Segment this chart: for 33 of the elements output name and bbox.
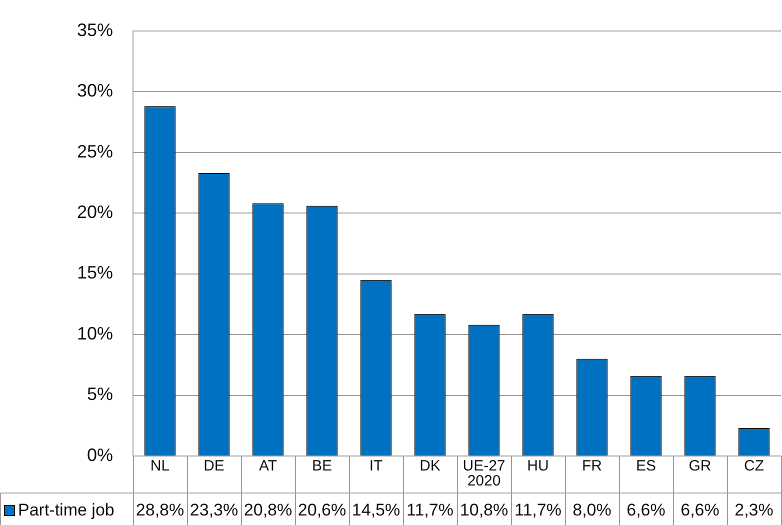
data-label: 10,8%: [460, 500, 508, 520]
x-tick-label: CZ: [744, 458, 764, 475]
x-tick-label: NL: [150, 458, 170, 475]
data-label: 20,6%: [298, 500, 346, 520]
data-label: 23,3%: [190, 500, 238, 520]
x-tick-label: UE-27 2020: [462, 458, 506, 490]
legend-label: Part-time job: [18, 500, 114, 520]
x-tick-label: DK: [420, 458, 440, 475]
data-label: 28,8%: [136, 500, 184, 520]
y-tick-label: 35%: [76, 20, 113, 40]
data-label: 11,7%: [406, 500, 454, 520]
y-tick-label: 25%: [76, 141, 113, 162]
y-tick-label: 30%: [76, 80, 113, 101]
data-label: 14,5%: [352, 500, 400, 520]
x-tick-label: IT: [369, 458, 383, 475]
x-tick-label: AT: [258, 458, 278, 475]
data-label: 6,6%: [626, 500, 666, 520]
x-tick-label: DE: [204, 458, 224, 475]
data-label: 6,6%: [680, 500, 720, 520]
x-tick-label: BE: [312, 458, 332, 475]
y-tick-label: 20%: [76, 202, 113, 222]
y-tick-label: 10%: [76, 323, 113, 344]
x-tick-label: GR: [688, 458, 712, 475]
x-tick-label: FR: [582, 458, 602, 475]
x-tick-label: ES: [636, 458, 656, 475]
data-label: 11,7%: [514, 500, 562, 520]
data-label: 20,8%: [244, 500, 292, 520]
y-tick-label: 15%: [76, 262, 113, 283]
data-label: 2,3%: [734, 500, 774, 520]
data-label: 8,0%: [572, 500, 612, 520]
y-tick-label: 0%: [86, 444, 113, 465]
x-tick-label: HU: [527, 458, 549, 475]
y-tick-label: 5%: [86, 384, 113, 404]
